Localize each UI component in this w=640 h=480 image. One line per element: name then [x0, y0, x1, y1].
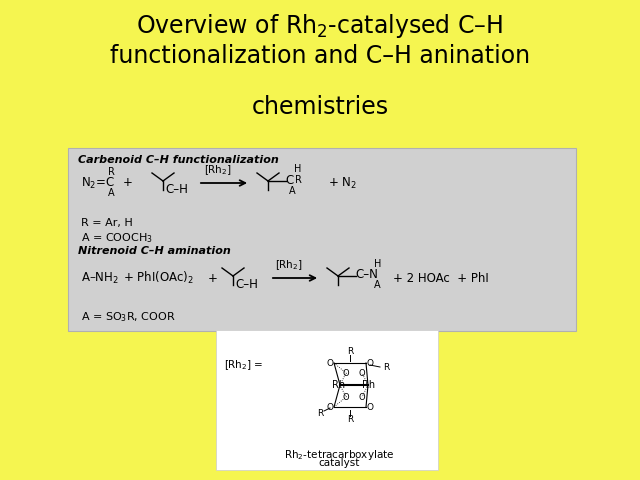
- Text: Nitrenoid C–H amination: Nitrenoid C–H amination: [78, 246, 231, 256]
- Text: A = SO$_3$R, COOR: A = SO$_3$R, COOR: [81, 310, 176, 324]
- Text: R = Ar, H: R = Ar, H: [81, 218, 132, 228]
- Bar: [68, 148, 576, 331]
- Text: Rh$_2$-tetracarboxylate: Rh$_2$-tetracarboxylate: [284, 448, 394, 462]
- Text: [Rh$_2$] =: [Rh$_2$] =: [224, 358, 264, 372]
- Text: R: R: [347, 416, 353, 424]
- Text: R: R: [347, 347, 353, 356]
- Text: A–NH$_2$: A–NH$_2$: [81, 270, 119, 286]
- Text: + PhI(OAc)$_2$: + PhI(OAc)$_2$: [123, 270, 194, 286]
- Text: Overview of Rh$_2$-catalysed C–H: Overview of Rh$_2$-catalysed C–H: [136, 12, 504, 40]
- Text: C–H: C–H: [235, 278, 258, 291]
- Text: chemistries: chemistries: [252, 95, 388, 119]
- Text: +: +: [208, 272, 218, 285]
- Text: R: R: [295, 175, 302, 185]
- Text: R: R: [317, 408, 323, 418]
- Text: C–N: C–N: [355, 268, 378, 281]
- Text: O: O: [358, 393, 365, 401]
- Text: + N$_2$: + N$_2$: [328, 176, 357, 191]
- Text: O: O: [367, 359, 374, 368]
- Text: O: O: [358, 369, 365, 377]
- Text: +: +: [123, 177, 133, 190]
- Bar: [216, 330, 438, 470]
- Text: C–H: C–H: [165, 183, 188, 196]
- Text: H: H: [374, 259, 381, 269]
- Text: [Rh$_2$]: [Rh$_2$]: [275, 258, 303, 272]
- Text: A: A: [108, 188, 115, 198]
- Text: catalyst: catalyst: [318, 458, 360, 468]
- Text: H: H: [294, 164, 301, 174]
- Text: Carbenoid C–H functionalization: Carbenoid C–H functionalization: [78, 155, 279, 165]
- Text: [Rh$_2$]: [Rh$_2$]: [204, 163, 232, 177]
- Text: + 2 HOAc  + PhI: + 2 HOAc + PhI: [393, 272, 489, 285]
- Text: O: O: [342, 393, 349, 401]
- Text: O: O: [326, 403, 333, 411]
- Text: Rh: Rh: [332, 380, 345, 390]
- Text: R: R: [108, 167, 115, 177]
- Text: C: C: [285, 173, 293, 187]
- Text: functionalization and C–H anination: functionalization and C–H anination: [110, 44, 530, 68]
- Text: O: O: [326, 359, 333, 368]
- Text: R: R: [383, 363, 389, 372]
- Text: A: A: [374, 280, 381, 290]
- Text: N$_2$=C: N$_2$=C: [81, 176, 115, 191]
- Text: A = COOCH$_3$: A = COOCH$_3$: [81, 231, 153, 245]
- Text: O: O: [367, 403, 374, 411]
- Text: A: A: [289, 186, 296, 196]
- Text: O: O: [342, 369, 349, 377]
- Text: Rh: Rh: [362, 380, 375, 390]
